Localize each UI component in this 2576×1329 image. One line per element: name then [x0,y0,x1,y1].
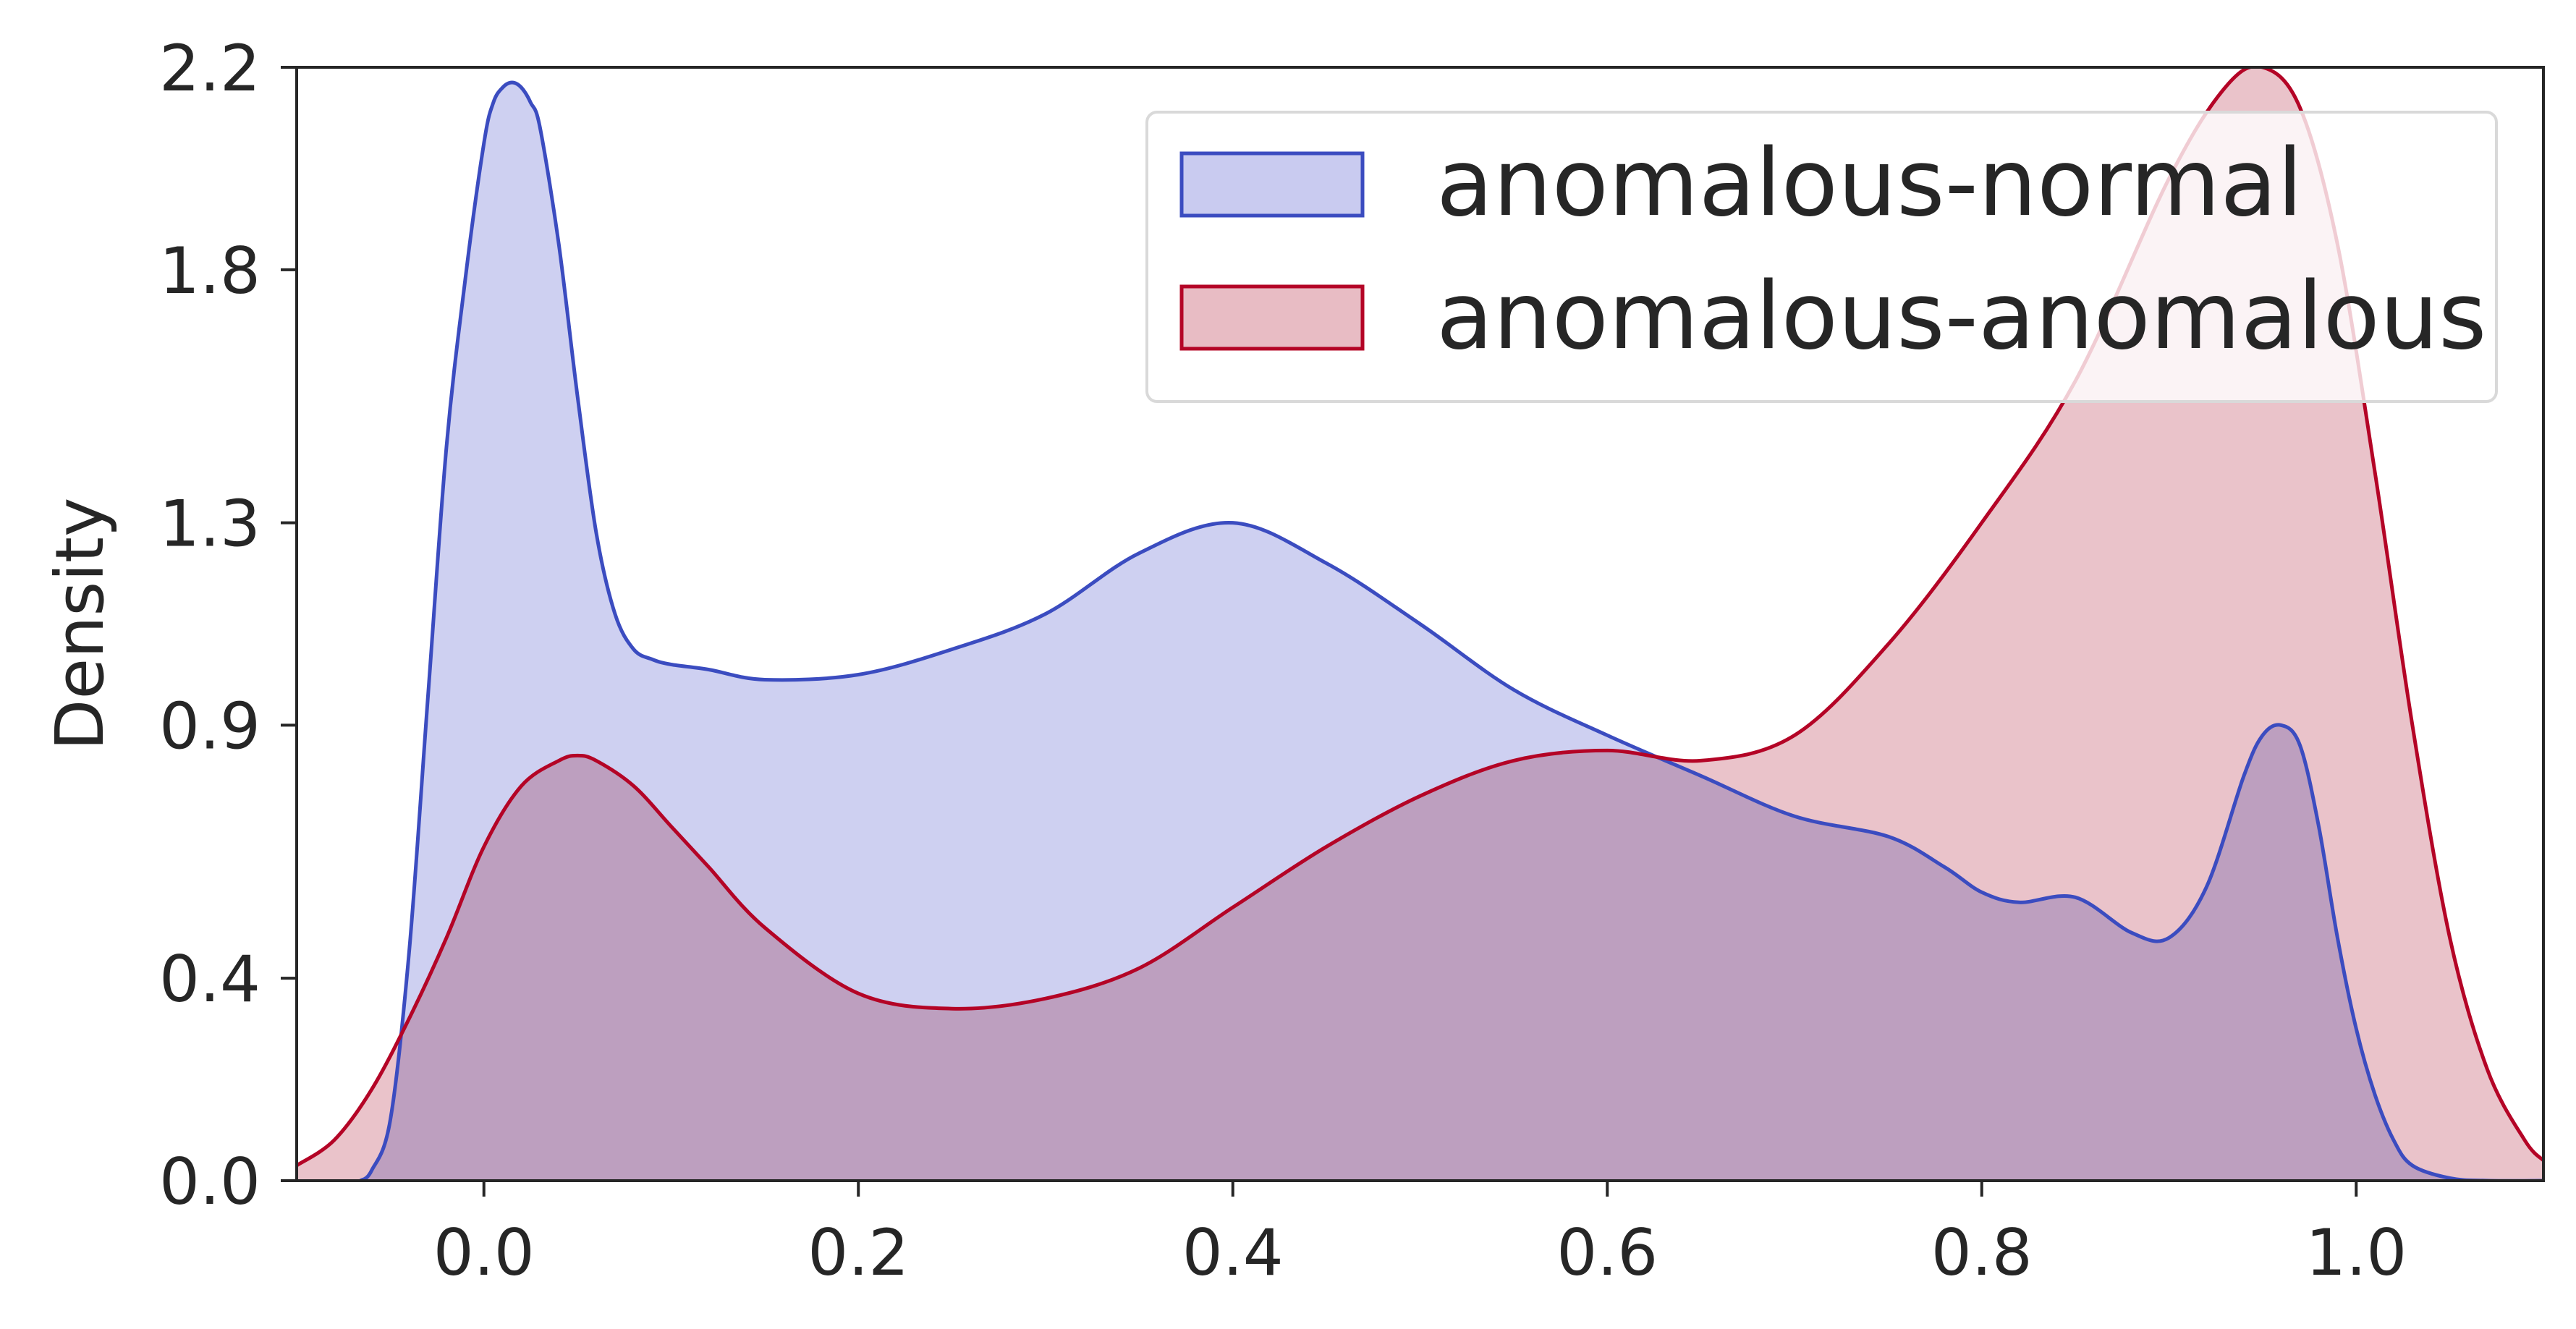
legend-label: anomalous-normal [1436,129,2302,237]
x-tick-label: 1.0 [2305,1215,2407,1290]
x-tick-label: 0.8 [1931,1215,2033,1290]
y-axis-title: Density [41,498,119,751]
legend: anomalous-normal anomalous-anomalous [1145,111,2498,403]
x-tick-label: 0.2 [808,1215,909,1290]
axes-frame [295,66,2545,1182]
legend-swatch-anomalous-anomalous [1179,284,1365,351]
series-area-anomalous-anomalous [297,67,2543,1181]
axes: 0.0 0.2 0.4 0.6 0.8 1.0 0.0 0.4 0.9 1.3 1.8 2.2 [159,31,2545,1290]
y-tick-label: 2.2 [159,31,260,106]
y-tick-label: 0.4 [159,942,260,1016]
legend-label: anomalous-anomalous [1436,263,2487,370]
x-tick-label: 0.0 [433,1215,535,1290]
x-tick-label: 0.6 [1556,1215,1658,1290]
x-tick-label: 0.4 [1182,1215,1284,1290]
series-line-anomalous-normal [359,80,2543,1181]
y-tick-label: 1.3 [159,487,260,561]
legend-swatch-anomalous-normal [1179,151,1365,218]
y-tick-label: 0.9 [159,689,260,763]
y-tick-label: 0.0 [159,1145,260,1219]
legend-box [1145,111,2498,403]
y-tick-label: 1.8 [159,234,260,308]
